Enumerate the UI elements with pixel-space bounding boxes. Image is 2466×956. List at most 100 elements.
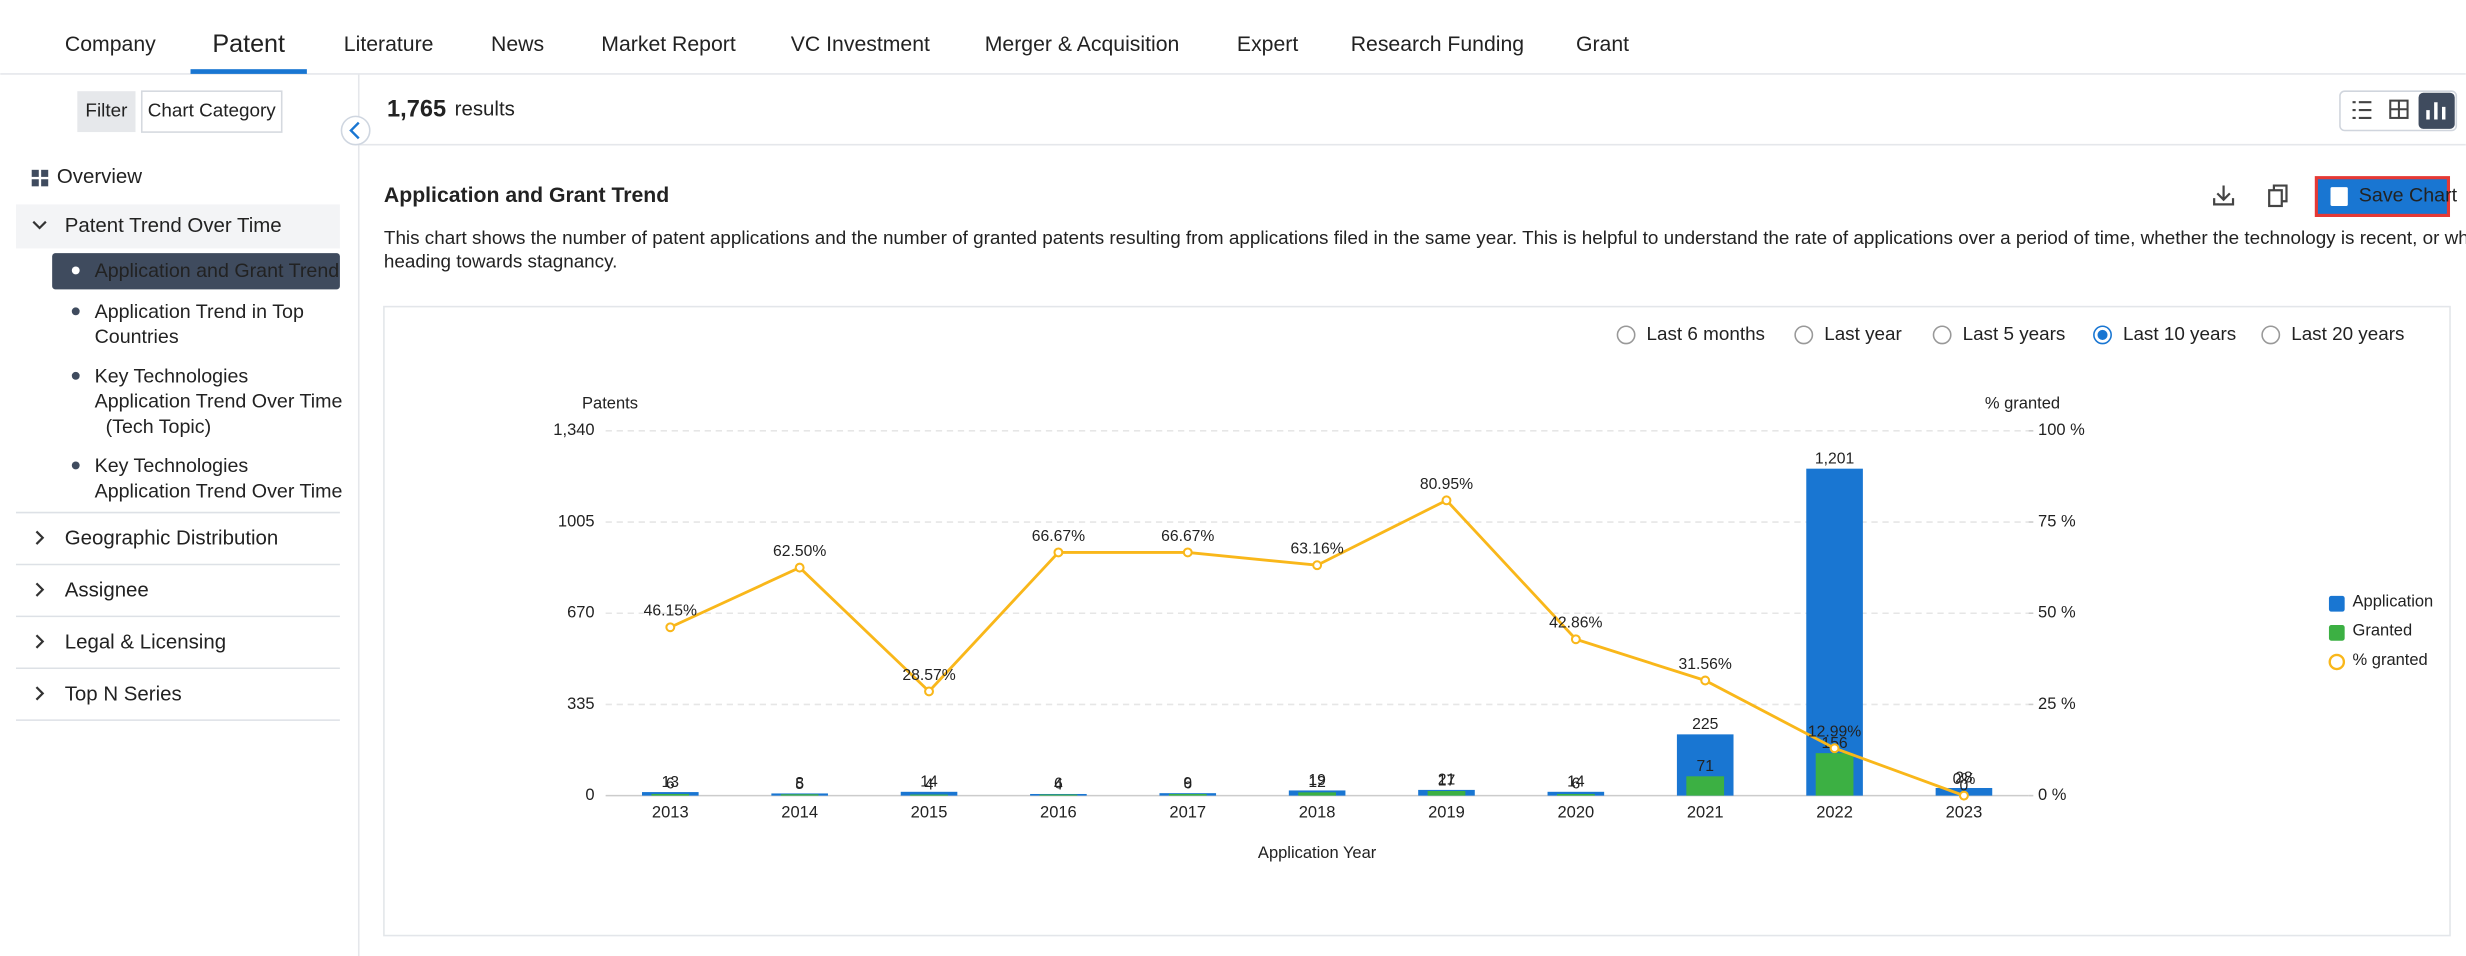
line-point bbox=[1443, 496, 1451, 504]
save-label[interactable]: Save Chart bbox=[2359, 185, 2458, 207]
x-tick-label: 2013 bbox=[652, 803, 689, 821]
sidebar-item[interactable]: Overview bbox=[57, 165, 142, 188]
bar bbox=[1040, 795, 1078, 796]
item-icon bbox=[72, 461, 80, 469]
radio[interactable] bbox=[2262, 326, 2279, 343]
sidebar-subitem[interactable]: Application Trend in Top bbox=[95, 301, 304, 323]
legend-label[interactable]: % granted bbox=[2353, 651, 2428, 669]
data-label: 17 bbox=[1438, 773, 1455, 790]
x-axis-title: Application Year bbox=[1258, 844, 1377, 862]
item-icon bbox=[72, 372, 80, 380]
data-label: 225 bbox=[1692, 716, 1718, 733]
sidebar-subitem[interactable]: Application Trend Over Time bbox=[95, 480, 343, 502]
sidebar-group[interactable]: Assignee bbox=[65, 579, 149, 602]
line-point bbox=[1313, 561, 1321, 569]
data-label: 31.56% bbox=[1679, 656, 1732, 673]
item-icon bbox=[72, 307, 80, 315]
data-label: 80.95% bbox=[1420, 476, 1473, 493]
line-point bbox=[1831, 744, 1839, 752]
nav-tab[interactable]: Research Funding bbox=[1351, 33, 1524, 56]
sidebar-subitem[interactable]: Key Technologies bbox=[95, 366, 249, 388]
data-label: 4 bbox=[1054, 776, 1063, 793]
sidebar-tab: Filter bbox=[85, 100, 127, 121]
line-point bbox=[1184, 548, 1192, 556]
data-label: 12 bbox=[1308, 774, 1325, 791]
range-option[interactable]: Last 10 years bbox=[2123, 323, 2236, 344]
x-tick-label: 2015 bbox=[911, 803, 948, 821]
bar bbox=[1428, 791, 1466, 796]
legend-marker[interactable] bbox=[2329, 625, 2345, 641]
nav-tab[interactable]: Patent bbox=[212, 30, 285, 58]
legend-label[interactable]: Application bbox=[2353, 593, 2434, 611]
data-label: 6 bbox=[666, 776, 675, 793]
range-option[interactable]: Last 20 years bbox=[2291, 323, 2404, 344]
radio[interactable] bbox=[1933, 326, 1950, 343]
x-tick-label: 2018 bbox=[1299, 803, 1336, 821]
bar bbox=[781, 794, 819, 795]
x-tick-label: 2016 bbox=[1040, 803, 1077, 821]
sidebar-group[interactable]: Legal & Licensing bbox=[65, 631, 226, 654]
x-tick-label: 2021 bbox=[1687, 803, 1724, 821]
data-label: 6 bbox=[1183, 776, 1192, 793]
data-label: 46.15% bbox=[644, 603, 697, 620]
radio-dot bbox=[2097, 330, 2107, 340]
nav-tab[interactable]: Grant bbox=[1576, 33, 1629, 56]
nav-tab[interactable]: Literature bbox=[344, 33, 434, 56]
data-label: 71 bbox=[1696, 758, 1713, 775]
nav-tab[interactable]: Market Report bbox=[601, 33, 736, 56]
overview-icon bbox=[41, 179, 48, 186]
results-count: 1,765 bbox=[387, 95, 446, 121]
sidebar-group[interactable]: Geographic Distribution bbox=[65, 527, 279, 550]
y2-tick-label: 50 % bbox=[2038, 604, 2076, 622]
legend-label[interactable]: Granted bbox=[2353, 622, 2413, 640]
data-label: 12.99% bbox=[1808, 724, 1861, 741]
nav-tab[interactable]: News bbox=[491, 33, 544, 56]
range-option[interactable]: Last 6 months bbox=[1647, 323, 1765, 344]
range-option[interactable]: Last 5 years bbox=[1963, 323, 2066, 344]
sidebar-subitem[interactable]: Application and Grant Trend bbox=[95, 260, 340, 282]
section-title: Application and Grant Trend bbox=[384, 184, 669, 207]
sidebar-group[interactable]: Patent Trend Over Time bbox=[65, 214, 282, 237]
data-label: 66.67% bbox=[1032, 528, 1085, 545]
line-point bbox=[925, 687, 933, 695]
legend-marker[interactable] bbox=[2329, 596, 2345, 612]
y-tick-label: 1005 bbox=[558, 512, 595, 530]
x-tick-label: 2023 bbox=[1946, 803, 1983, 821]
line-point bbox=[796, 564, 804, 572]
x-tick-label: 2022 bbox=[1816, 803, 1853, 821]
nav-tab[interactable]: Company bbox=[65, 33, 156, 56]
y-tick-label: 1,340 bbox=[553, 421, 594, 439]
sidebar-subitem[interactable]: Key Technologies bbox=[95, 455, 249, 477]
radio[interactable] bbox=[1617, 326, 1634, 343]
y2-tick-label: 75 % bbox=[2038, 512, 2076, 530]
y-tick-label: 0 bbox=[585, 786, 594, 804]
nav-tab[interactable]: VC Investment bbox=[791, 33, 930, 56]
radio[interactable] bbox=[1795, 326, 1812, 343]
data-label: 62.50% bbox=[773, 543, 826, 560]
sidebar-group[interactable]: Top N Series bbox=[65, 682, 182, 705]
y2-tick-label: 25 % bbox=[2038, 695, 2076, 713]
data-label: 42.86% bbox=[1549, 615, 1602, 632]
nav-tab[interactable]: Expert bbox=[1237, 33, 1298, 56]
bar bbox=[910, 795, 948, 796]
y2-axis-title: % granted bbox=[1985, 394, 2060, 412]
x-tick-label: 2017 bbox=[1169, 803, 1206, 821]
overview-icon bbox=[32, 170, 39, 177]
bar bbox=[1298, 792, 1336, 795]
description: heading towards stagnancy. bbox=[384, 251, 617, 272]
y-tick-label: 670 bbox=[567, 604, 595, 622]
nav-tab[interactable]: Merger & Acquisition bbox=[985, 33, 1180, 56]
sidebar-subitem[interactable]: Application Trend Over Time bbox=[95, 391, 343, 413]
sidebar-subitem[interactable]: (Tech Topic) bbox=[106, 416, 212, 438]
collapse-button[interactable] bbox=[341, 116, 369, 144]
data-label: 66.67% bbox=[1161, 528, 1214, 545]
range-option[interactable]: Last year bbox=[1824, 323, 1902, 344]
x-tick-label: 2020 bbox=[1557, 803, 1594, 821]
save-icon bbox=[2331, 187, 2348, 206]
legend-marker[interactable] bbox=[2330, 655, 2344, 669]
results-label: results bbox=[455, 97, 515, 120]
sidebar-subitem[interactable]: Countries bbox=[95, 326, 179, 348]
bar bbox=[1816, 753, 1854, 795]
data-label: 28.57% bbox=[902, 667, 955, 684]
